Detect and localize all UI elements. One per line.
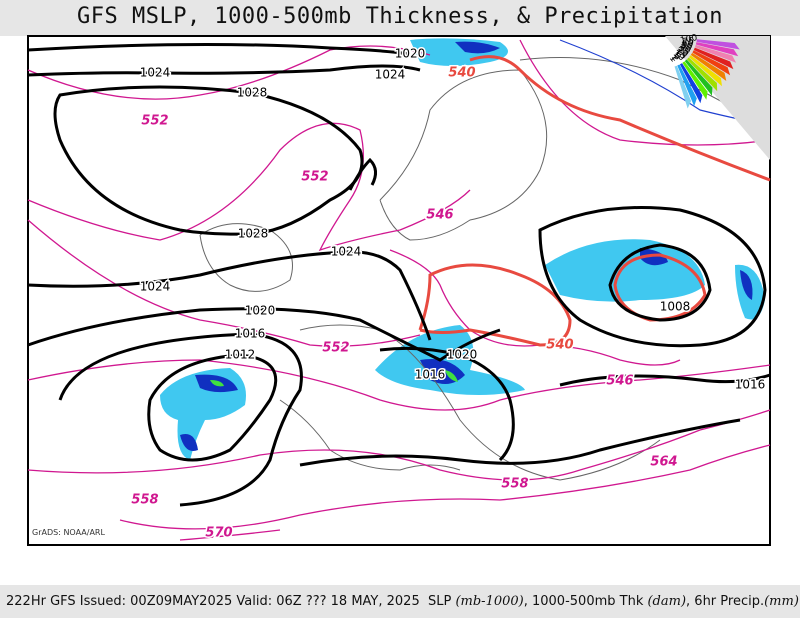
legend-label: 2 [669,53,680,64]
footer-text: 222Hr GFS Issued: 00Z09MAY2025 Valid: 06… [6,594,456,609]
isobar-label: 1024 [140,280,171,294]
legend-label: 50 [681,41,693,52]
isobar-label: 1028 [238,227,269,241]
legend-swatch [696,39,740,50]
thickness-lines [27,39,771,541]
thickness-label: 546 [426,208,453,223]
isobar-label: 1020 [447,348,478,362]
legend-swatch [692,50,731,76]
legend-swatch [690,52,727,81]
legend-label: 40 [680,42,693,54]
legend-swatch [694,44,737,63]
isobar-label: 1028 [237,86,268,100]
isobar-label: 1024 [375,68,406,82]
isobar-label: 1024 [140,66,171,80]
isobar-label: 1024 [331,245,362,259]
legend-swatch [679,63,703,104]
thickness-label: 558 [501,477,528,492]
thickness-labels: 540 552 552 546 552 540 546 558 564 558 570 [130,64,679,542]
legend-swatch [682,61,708,100]
footer: 222Hr GFS Issued: 00Z09MAY2025 Valid: 06… [0,585,800,618]
thickness-label: 546 [606,374,633,389]
legend-swatch [688,55,722,87]
legend-swatch [686,57,718,92]
legend-label: 1 [667,54,678,65]
isobar-label: 1016 [735,378,766,392]
legend-label: 15 [673,48,688,62]
thickness-label: 540 [448,66,475,81]
thickness-label: 552 [322,341,349,356]
legend-swatch [695,42,739,57]
footer-text: , 6hr Precip. [686,594,765,609]
footer-unit: (mb-1000) [455,594,524,609]
thickness-label: 552 [301,170,328,185]
thickness-label: 570 [205,526,232,541]
isobar-label: 1016 [235,327,266,341]
legend-label: 75 [682,36,695,47]
thickness-label: 540 [546,338,573,353]
isobar-label: 1008 [660,300,691,314]
isobars [27,42,771,507]
isobar-label: 1020 [395,47,426,61]
precip [160,38,765,460]
isobar-label: 1016 [415,368,446,382]
legend-label: 25 [676,45,690,58]
legend-label: 100 [679,33,698,46]
legend-swatch [684,59,713,96]
isobar-label: 1020 [245,304,276,318]
legend-label: 30 [678,44,692,57]
legend-swatch [693,47,734,70]
legend-swatch [677,64,697,107]
footer-unit: (dam) [647,594,687,609]
isobar-label: 1012 [225,348,256,362]
legend-label: 5 [671,51,682,62]
footer-text: , 1000-500mb Thk [523,594,648,609]
thickness-label: 564 [650,455,677,470]
legend-label: 60 [682,39,694,49]
thickness-label: 552 [141,114,168,129]
thickness-label: 558 [131,493,158,508]
legend-swatch [674,65,692,109]
legend-label: 20 [675,46,690,60]
title: GFS MSLP, 1000-500mb Thickness, & Precip… [0,0,800,36]
credit: GrADS: NOAA/ARL [32,528,105,537]
footer-unit: (mm) [764,594,799,609]
